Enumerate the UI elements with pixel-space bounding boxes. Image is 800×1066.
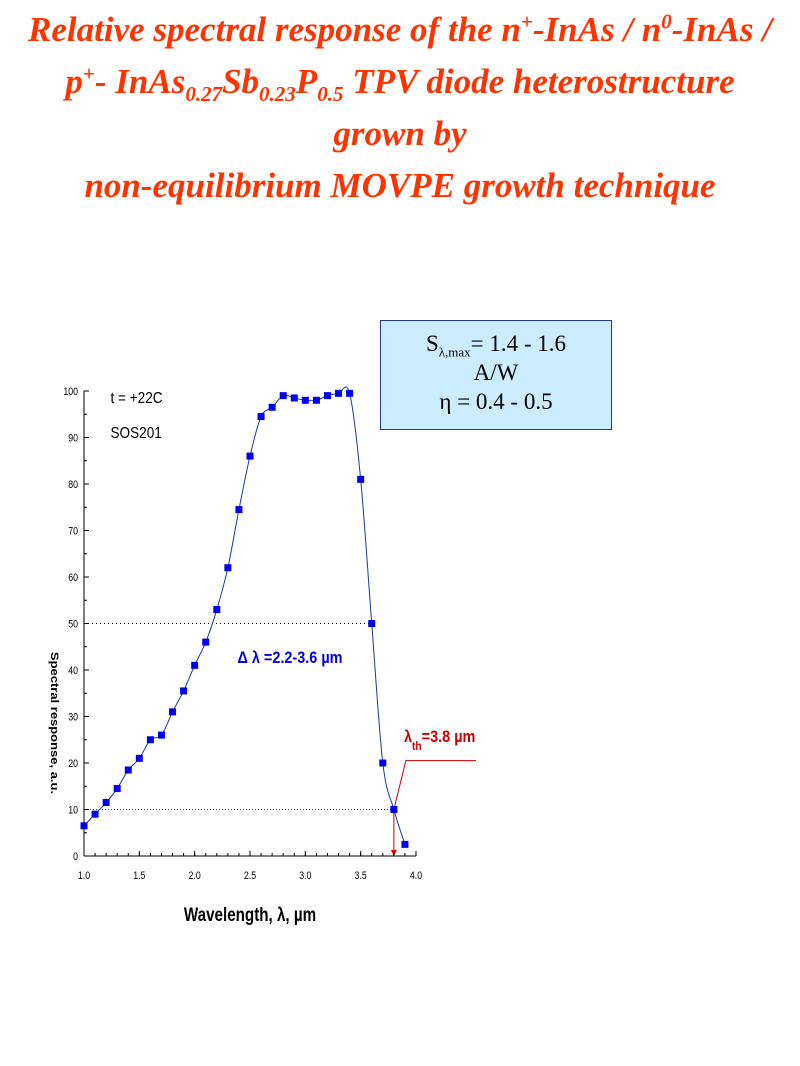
responsivity-unit: A/W bbox=[473, 360, 519, 385]
y-tick-label: 60 bbox=[68, 572, 78, 584]
x-tick-label: 3.0 bbox=[299, 870, 312, 882]
data-point bbox=[323, 392, 331, 400]
data-point bbox=[401, 840, 409, 848]
y-tick-label: 20 bbox=[68, 758, 78, 770]
efficiency-line: η = 0.4 - 0.5 bbox=[439, 389, 553, 414]
data-point bbox=[224, 564, 232, 572]
responsivity-line: Sλ,max= 1.4 - 1.6 bbox=[425, 331, 567, 360]
data-point bbox=[191, 661, 199, 669]
page-title: Relative spectral response of the n+-InA… bbox=[28, 9, 772, 205]
data-point bbox=[279, 392, 287, 400]
x-tick-label: 4.0 bbox=[410, 870, 423, 882]
lambda-threshold-annotation: λth=3.8 µm bbox=[404, 728, 475, 753]
y-axis-title: Spectral response, a.u. bbox=[48, 652, 61, 794]
y-tick-label: 50 bbox=[68, 619, 78, 631]
data-point bbox=[180, 687, 188, 695]
y-tick-label: 0 bbox=[73, 851, 78, 863]
responsivity-info-box: Sλ,max= 1.4 - 1.6 A/W η = 0.4 - 0.5 bbox=[380, 320, 612, 430]
data-point bbox=[301, 396, 309, 404]
data-point bbox=[113, 785, 121, 793]
data-point bbox=[157, 731, 165, 739]
y-tick-label: 100 bbox=[63, 386, 78, 398]
data-point bbox=[102, 799, 110, 807]
data-point bbox=[290, 394, 298, 402]
y-tick-label: 90 bbox=[68, 433, 78, 445]
data-point bbox=[235, 506, 243, 514]
data-point bbox=[335, 389, 343, 397]
data-point bbox=[390, 806, 398, 813]
y-tick-label: 10 bbox=[68, 805, 78, 817]
x-tick-label: 1.5 bbox=[133, 870, 146, 882]
data-point bbox=[368, 620, 376, 627]
data-point bbox=[135, 754, 143, 762]
data-point bbox=[246, 452, 254, 460]
data-point bbox=[346, 389, 354, 397]
y-tick-label: 70 bbox=[68, 526, 78, 538]
x-tick-label: 2.5 bbox=[244, 870, 257, 882]
threshold-leader-line bbox=[393, 760, 476, 810]
x-tick-label: 2.0 bbox=[189, 870, 202, 882]
y-tick-label: 30 bbox=[68, 712, 78, 724]
data-point bbox=[202, 638, 210, 646]
delta-lambda-annotation: Δ λ =2.2-3.6 µm bbox=[237, 649, 342, 667]
data-point bbox=[357, 475, 365, 483]
x-tick-label: 1.0 bbox=[78, 870, 91, 882]
data-point bbox=[312, 396, 320, 404]
data-point bbox=[146, 736, 154, 744]
legend-sample-id: SOS201 bbox=[111, 425, 162, 442]
y-tick-label: 80 bbox=[68, 479, 78, 491]
data-point bbox=[213, 606, 221, 614]
legend-temperature: t = +22C bbox=[111, 390, 163, 407]
data-point bbox=[91, 810, 99, 818]
data-point bbox=[124, 766, 132, 774]
data-point bbox=[268, 403, 276, 411]
data-point bbox=[257, 413, 265, 421]
data-point bbox=[379, 759, 387, 767]
data-point bbox=[169, 708, 177, 716]
y-tick-label: 40 bbox=[68, 665, 78, 677]
x-axis-title: Wavelength, λ, µm bbox=[184, 903, 316, 925]
data-point bbox=[80, 822, 88, 830]
x-tick-label: 3.5 bbox=[355, 870, 368, 882]
response-curve bbox=[83, 386, 406, 845]
